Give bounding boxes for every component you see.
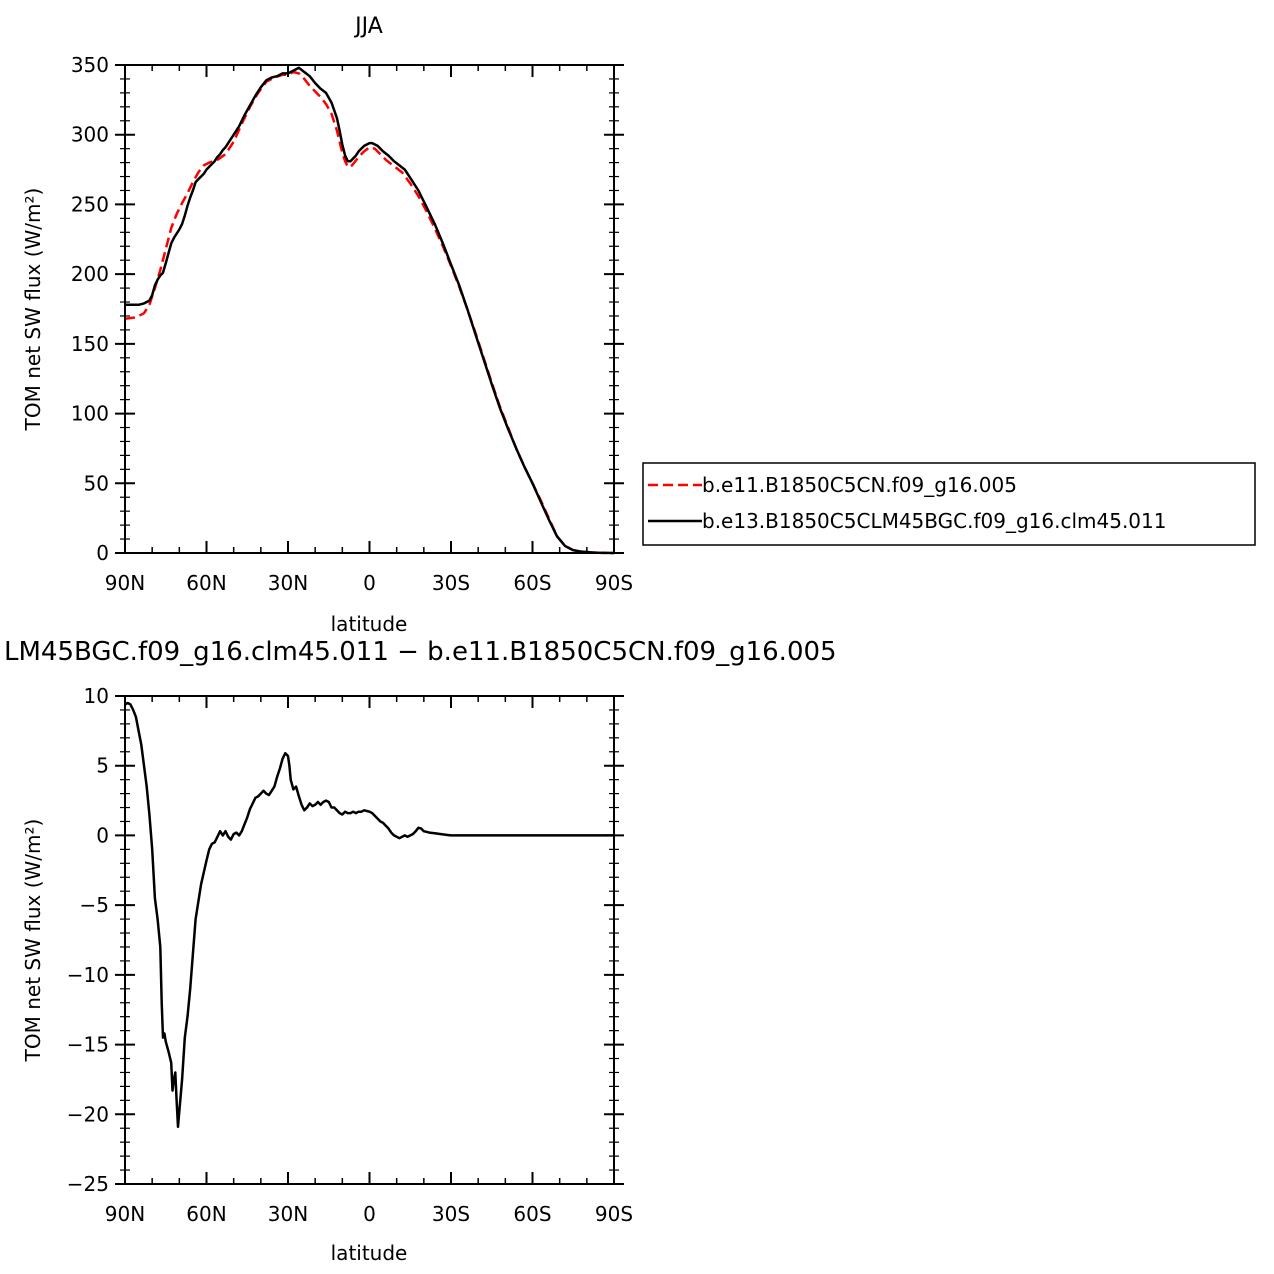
top-y-tick-label: 100 [71,402,109,426]
bottom-x-tick-label: 60N [186,1202,226,1226]
bottom-y-tick-label: −10 [67,963,109,987]
top-x-tick-label: 60S [513,571,551,595]
bottom-y-tick-label: −20 [67,1102,109,1126]
bottom-x-tick-label: 0 [363,1202,376,1226]
top-y-tick-label: 200 [71,262,109,286]
bottom-y-tick-label: −25 [67,1172,109,1196]
top-series-line-2 [125,66,615,555]
legend: b.e11.B1850C5CN.f09_g16.005 b.e13.B1850C… [642,462,1256,546]
top-x-tick-label: 0 [363,571,376,595]
legend-box [642,462,1256,546]
bottom-series-line-1 [124,701,614,1129]
bottom-x-tick-label: 90S [595,1202,633,1226]
bottom-y-tick-label: 5 [96,754,109,778]
bottom-y-tick-label: −15 [67,1033,109,1057]
bottom-y-tick-label: 10 [84,684,109,708]
bottom-y-tick-label: −5 [80,893,109,917]
top-plot-frame [124,64,615,554]
bottom-plot-frame [124,695,615,1185]
top-y-tick-label: 300 [71,123,109,147]
bottom-x-axis-label: latitude [331,1241,408,1265]
top-x-tick-label: 60N [186,571,226,595]
top-x-tick-label: 30S [432,571,470,595]
bottom-x-tick-label: 90N [105,1202,145,1226]
bottom-panel: LM45BGC.f09_g16.clm45.011 − b.e11.B1850C… [4,637,837,1265]
top-y-axis-label: TOM net SW flux (W/m²) [21,188,45,432]
top-y-tick-label: 150 [71,332,109,356]
top-y-tick-label: 350 [71,53,109,77]
top-y-tick-label: 50 [84,471,109,495]
bottom-x-tick-label: 30S [432,1202,470,1226]
bottom-y-axis-label: TOM net SW flux (W/m²) [21,819,45,1063]
top-x-tick-label: 90S [595,571,633,595]
top-x-axis-label: latitude [331,612,408,636]
top-y-tick-label: 0 [96,541,109,565]
top-chart-title: JJA [353,14,383,39]
legend-label-series-2: b.e13.B1850C5CLM45BGC.f09_g16.clm45.011 [702,509,1166,533]
legend-label-series-1: b.e11.B1850C5CN.f09_g16.005 [702,473,1017,497]
bottom-chart-title: LM45BGC.f09_g16.clm45.011 − b.e11.B1850C… [4,637,837,667]
bottom-x-tick-label: 30N [268,1202,308,1226]
top-x-tick-label: 30N [268,571,308,595]
top-panel: JJA 90N 60N 30N 0 30S 60S 90S 0 50 100 150 200 250 30… [21,14,1256,636]
bottom-y-tick-label: 0 [96,823,109,847]
top-x-tick-label: 90N [105,571,145,595]
bottom-x-tick-label: 60S [513,1202,551,1226]
top-y-tick-label: 250 [71,192,109,216]
